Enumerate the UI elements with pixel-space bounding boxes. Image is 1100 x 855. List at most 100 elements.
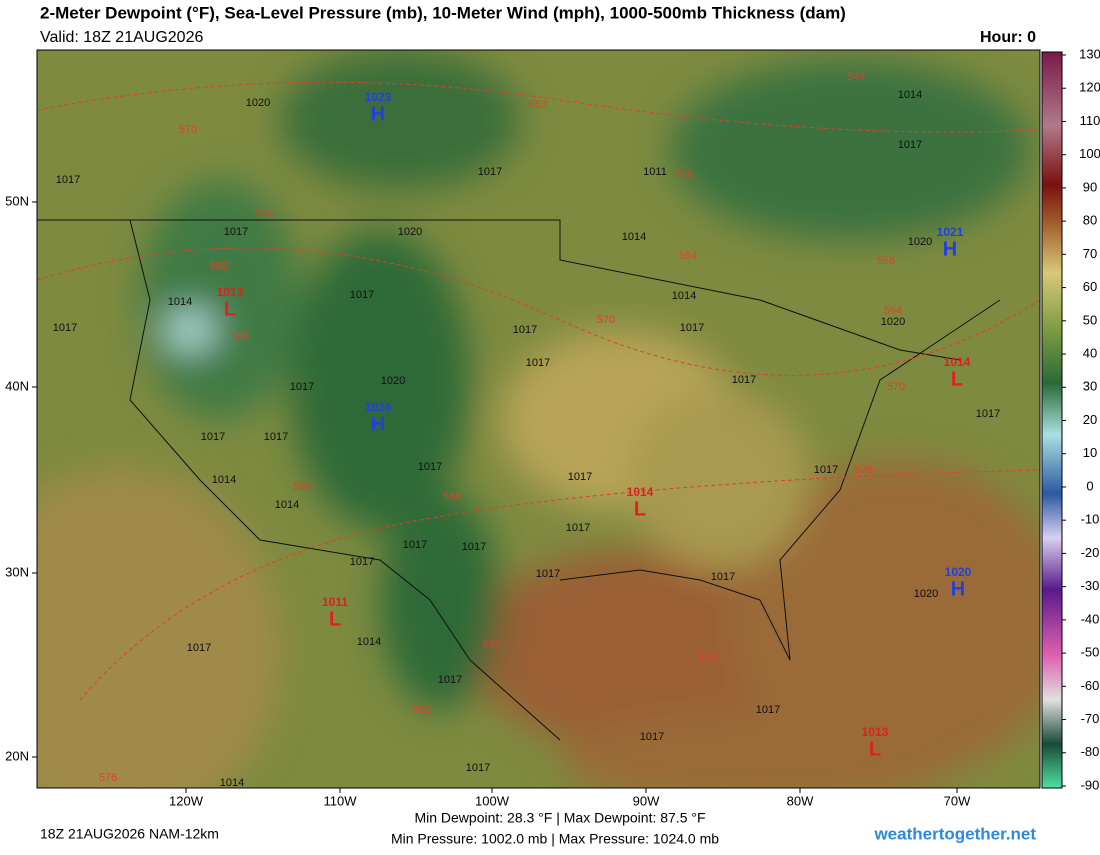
isobar-label: 1017 <box>53 322 77 334</box>
thickness-label: 558 <box>877 255 895 267</box>
pressure-center-value: 1024 <box>365 400 392 414</box>
site-credit: weathertogether.net <box>873 824 1036 843</box>
lon-label: 100W <box>475 793 510 808</box>
title: 2-Meter Dewpoint (°F), Sea-Level Pressur… <box>40 3 846 22</box>
pressure-center-value: 1020 <box>945 565 972 579</box>
isobar-label: 1014 <box>622 231 646 243</box>
isobar-label: 1017 <box>187 642 211 654</box>
colorbar-label: 40 <box>1083 345 1097 360</box>
isobar-label: 1017 <box>976 408 1000 420</box>
lon-label: 90W <box>633 793 660 808</box>
thickness-label: 576 <box>855 464 873 476</box>
colorbar-label: 90 <box>1083 179 1097 194</box>
isobar-label: 1020 <box>881 316 905 328</box>
thickness-label: 588 <box>231 331 249 343</box>
lon-label: 120W <box>169 793 204 808</box>
colorbar-label: 60 <box>1083 279 1097 294</box>
colorbar-label: 10 <box>1083 445 1097 460</box>
pressure-center-value: 1013 <box>217 285 244 299</box>
isobar-label: 1017 <box>814 464 838 476</box>
isobar-label: 1017 <box>224 226 248 238</box>
isobar-label: 1017 <box>898 139 922 151</box>
thickness-label: 588 <box>443 491 461 503</box>
pressure-center-value: 1013 <box>862 725 889 739</box>
thickness-label: 570 <box>887 381 905 393</box>
thickness-label: 570 <box>597 314 615 326</box>
lat-label: 20N <box>5 748 29 763</box>
colorbar-label: 120 <box>1079 80 1100 95</box>
isobar-label: 1017 <box>350 289 374 301</box>
lat-label: 50N <box>5 193 29 208</box>
thickness-label: 576 <box>99 772 117 784</box>
pressure-center-value: 1014 <box>944 355 971 369</box>
lat-label: 40N <box>5 378 29 393</box>
pressure-center-type: H <box>371 103 385 125</box>
isobar-label: 1017 <box>466 762 490 774</box>
pressure-center-type: L <box>224 298 236 320</box>
thickness-label: 552 <box>529 99 547 111</box>
isobar-label: 1014 <box>357 636 381 648</box>
thickness-label: 582 <box>483 639 501 651</box>
colorbar-label: 70 <box>1083 246 1097 261</box>
isobar-label: 1017 <box>264 431 288 443</box>
thickness-label: 582 <box>413 704 431 716</box>
isobar-label: 1017 <box>418 461 442 473</box>
isobar-label: 1017 <box>462 541 486 553</box>
isobar-label: 1017 <box>680 322 704 334</box>
isobar-label: 1017 <box>711 571 735 583</box>
isobar-label: 1014 <box>212 474 236 486</box>
isobar-label: 1020 <box>914 588 938 600</box>
colorbar-label: -50 <box>1081 645 1100 660</box>
isobar-label: 1017 <box>568 471 592 483</box>
colorbar-label: -30 <box>1081 578 1100 593</box>
thickness-label: 564 <box>679 250 697 262</box>
pressure-center-type: L <box>951 368 963 390</box>
pressure-center-type: H <box>943 238 957 260</box>
colorbar-label: 20 <box>1083 412 1097 427</box>
isobar-label: 1017 <box>732 374 756 386</box>
map-frame <box>36 49 1041 789</box>
isobar-label: 1017 <box>403 539 427 551</box>
isobar-label: 1014 <box>275 499 299 511</box>
pressure-center-value: 1021 <box>937 225 964 239</box>
thickness-label: 576 <box>255 209 273 221</box>
pressure-center-value: 1011 <box>322 595 348 609</box>
dewpoint-range: Min Dewpoint: 28.3 °F | Max Dewpoint: 87… <box>414 810 705 826</box>
isobar-label: 1014 <box>672 290 696 302</box>
lat-label: 30N <box>5 564 29 579</box>
thickness-label: 588 <box>293 481 311 493</box>
isobar-label: 1020 <box>908 236 932 248</box>
isobar-label: 1017 <box>438 674 462 686</box>
colorbar-label: -20 <box>1081 545 1100 560</box>
model-run: 18Z 21AUG2026 NAM-12km <box>40 826 219 842</box>
isobar-label: 1017 <box>536 568 560 580</box>
colorbar-label: 30 <box>1083 379 1097 394</box>
isobar-label: 1014 <box>168 296 192 308</box>
isobar-label: 1017 <box>640 731 664 743</box>
thickness-label: 546 <box>847 71 865 83</box>
pressure-center-type: H <box>951 578 965 600</box>
isobar-label: 1017 <box>56 174 80 186</box>
pressure-center-value: 1014 <box>627 485 654 499</box>
lon-label: 70W <box>944 793 971 808</box>
pressure-range: Min Pressure: 1002.0 mb | Max Pressure: … <box>391 831 719 847</box>
isobar-label: 1017 <box>478 166 502 178</box>
lon-label: 110W <box>324 793 358 808</box>
lon-label: 80W <box>787 793 814 808</box>
isobar-label: 1020 <box>398 226 422 238</box>
pressure-center-type: H <box>371 413 385 435</box>
isobar-label: 1017 <box>756 704 780 716</box>
isobar-label: 1017 <box>566 522 590 534</box>
isobar-label: 1014 <box>898 89 922 101</box>
thickness-label: 570 <box>179 124 197 136</box>
thickness-label: 564 <box>884 305 902 317</box>
thickness-label: 558 <box>675 169 693 181</box>
colorbar-label: 110 <box>1080 113 1100 128</box>
isobar-label: 1020 <box>246 97 270 109</box>
pressure-center-type: L <box>869 738 881 760</box>
colorbar-label: 130 <box>1079 46 1100 61</box>
colorbar-label: 50 <box>1083 312 1097 327</box>
forecast-hour: Hour: 0 <box>980 29 1036 46</box>
isobar-label: 1011 <box>643 166 667 178</box>
